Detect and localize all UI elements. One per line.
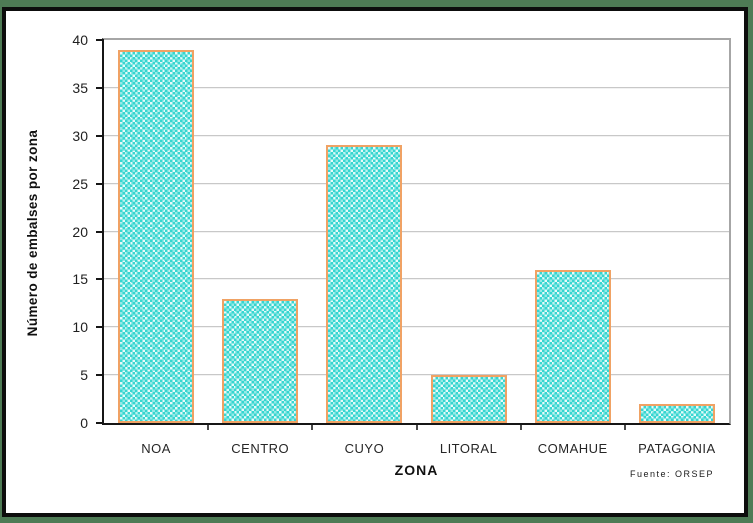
y-tick-mark-20 (96, 230, 104, 233)
bar-noa (118, 50, 195, 423)
x-tick-mark-5 (623, 425, 626, 430)
x-category-label-cuyo: CUYO (344, 441, 385, 456)
y-tick-label-40: 40 (72, 32, 88, 48)
x-tick-mark-1 (207, 425, 210, 430)
x-category-label-comahue: COMAHUE (537, 441, 608, 456)
x-axis-title: ZONA (394, 462, 439, 478)
bar-comahue (534, 270, 611, 423)
x-category-label-centro: CENTRO (231, 441, 290, 456)
y-tick-label-10: 10 (72, 319, 88, 336)
gridline-y-25 (104, 182, 729, 185)
gridline-y-15 (104, 278, 729, 281)
x-tick-mark-2 (311, 425, 314, 430)
y-tick-label-15: 15 (72, 271, 88, 288)
gridline-y-20 (104, 230, 729, 233)
y-tick-label-30: 30 (72, 127, 88, 144)
y-tick-mark-35 (96, 86, 104, 89)
gridline-y-10 (104, 326, 729, 329)
y-tick-mark-25 (96, 182, 104, 185)
gridline-y-30 (104, 134, 729, 137)
plot-area (102, 38, 731, 425)
gridline-y-5 (104, 374, 729, 377)
y-tick-mark-10 (96, 326, 104, 329)
y-tick-mark-0 (96, 422, 104, 424)
y-tick-mark-40 (96, 39, 104, 41)
y-tick-label-35: 35 (72, 79, 88, 96)
chart-panel: Número de embalses por zona 0 5 10 15 20 25 30… (2, 7, 748, 517)
bar-patagonia (638, 404, 715, 423)
x-category-label-patagonia: PATAGONIA (638, 441, 716, 456)
y-tick-label-5: 5 (80, 367, 88, 384)
bar-centro (222, 299, 299, 423)
y-tick-label-25: 25 (72, 175, 88, 192)
y-tick-mark-15 (96, 278, 104, 281)
x-tick-mark-4 (519, 425, 522, 430)
x-tick-mark-3 (415, 425, 418, 430)
y-tick-label-0: 0 (80, 415, 88, 431)
gridline-y-35 (104, 86, 729, 89)
bar-cuyo (326, 145, 403, 423)
x-category-label-noa: NOA (141, 441, 171, 456)
source-note: Fuente: ORSEP (629, 469, 714, 479)
y-tick-mark-5 (96, 374, 104, 377)
y-tick-label-20: 20 (72, 223, 88, 240)
x-category-label-litoral: LITORAL (439, 441, 498, 456)
bar-litoral (430, 375, 507, 423)
y-tick-mark-30 (96, 134, 104, 137)
